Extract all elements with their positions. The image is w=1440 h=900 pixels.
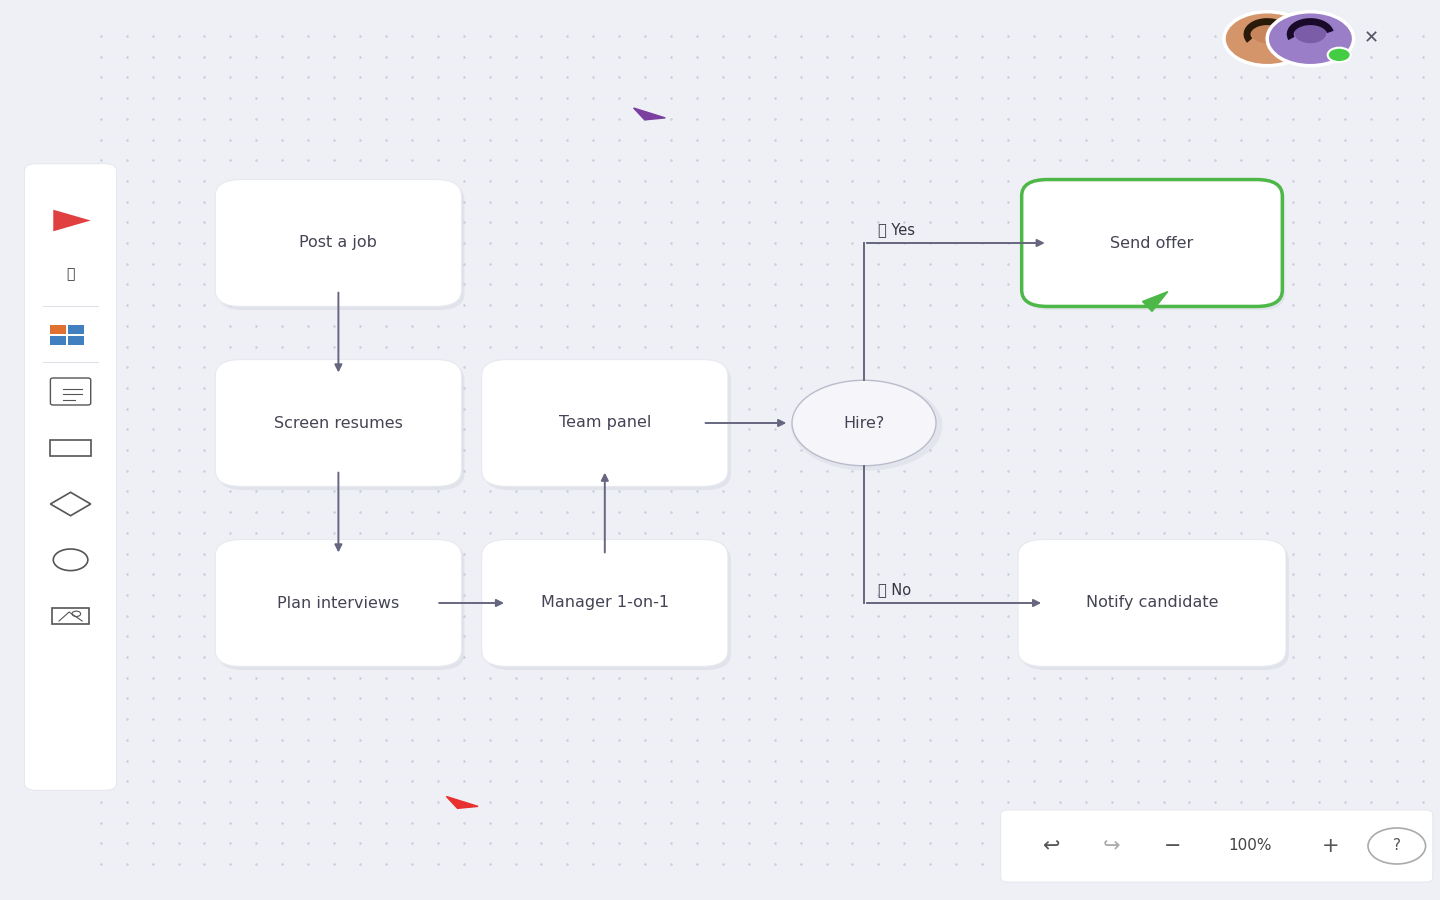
- Text: ✋: ✋: [66, 267, 75, 282]
- FancyBboxPatch shape: [216, 540, 461, 666]
- FancyBboxPatch shape: [1021, 544, 1289, 670]
- FancyBboxPatch shape: [481, 359, 727, 486]
- Text: Screen resumes: Screen resumes: [274, 416, 403, 430]
- Text: ✅ Yes: ✅ Yes: [878, 222, 916, 237]
- Polygon shape: [446, 796, 478, 808]
- Polygon shape: [1142, 292, 1168, 311]
- FancyBboxPatch shape: [1001, 810, 1433, 882]
- FancyBboxPatch shape: [484, 544, 730, 670]
- Text: −: −: [1164, 836, 1181, 856]
- FancyBboxPatch shape: [481, 540, 727, 666]
- Ellipse shape: [791, 381, 943, 471]
- Text: ↪: ↪: [1103, 836, 1120, 856]
- FancyBboxPatch shape: [1022, 179, 1283, 306]
- FancyBboxPatch shape: [50, 325, 66, 334]
- Text: Plan interviews: Plan interviews: [278, 596, 399, 610]
- Polygon shape: [53, 210, 91, 231]
- FancyBboxPatch shape: [68, 336, 84, 345]
- FancyBboxPatch shape: [484, 363, 730, 490]
- Ellipse shape: [792, 380, 936, 466]
- Text: Manager 1-on-1: Manager 1-on-1: [541, 596, 668, 610]
- Text: Team panel: Team panel: [559, 416, 651, 430]
- FancyBboxPatch shape: [219, 184, 464, 310]
- Text: ↩: ↩: [1043, 836, 1060, 856]
- FancyBboxPatch shape: [216, 359, 461, 486]
- Text: Hire?: Hire?: [844, 416, 884, 430]
- Text: ❌ No: ❌ No: [878, 582, 912, 597]
- Text: +: +: [1322, 836, 1339, 856]
- Polygon shape: [634, 108, 665, 120]
- Circle shape: [1251, 23, 1283, 43]
- Circle shape: [1328, 48, 1351, 62]
- FancyBboxPatch shape: [219, 544, 464, 670]
- FancyBboxPatch shape: [1025, 184, 1286, 310]
- Text: 100%: 100%: [1228, 839, 1272, 853]
- FancyBboxPatch shape: [1018, 540, 1286, 666]
- Text: ?: ?: [1392, 839, 1401, 853]
- Text: Post a job: Post a job: [300, 236, 377, 250]
- Text: Notify candidate: Notify candidate: [1086, 596, 1218, 610]
- Circle shape: [1295, 23, 1326, 43]
- Circle shape: [1267, 12, 1354, 66]
- Text: Send offer: Send offer: [1110, 236, 1194, 250]
- FancyBboxPatch shape: [50, 336, 66, 345]
- Text: ✕: ✕: [1364, 30, 1378, 48]
- FancyBboxPatch shape: [68, 325, 84, 334]
- FancyBboxPatch shape: [219, 363, 464, 490]
- FancyBboxPatch shape: [216, 179, 461, 306]
- Circle shape: [1224, 12, 1310, 66]
- FancyBboxPatch shape: [24, 164, 117, 790]
